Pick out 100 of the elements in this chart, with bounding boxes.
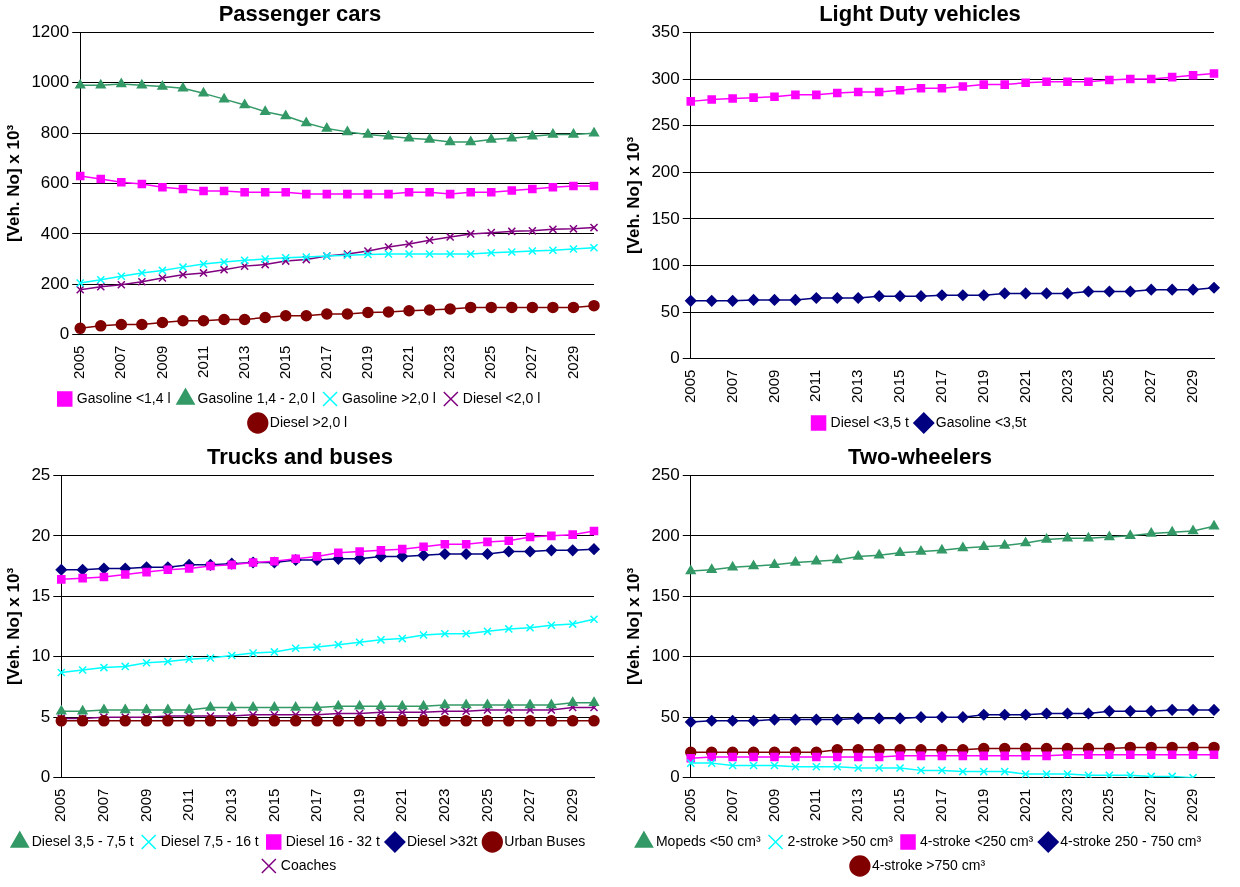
x-tick-label: 2027 <box>522 345 540 380</box>
y-tick-label: 350 <box>651 22 680 42</box>
y-tick-label: 0 <box>40 767 51 787</box>
y-axis-title: [Veh. No] x 10³ <box>3 124 23 243</box>
x-tick-label: 2013 <box>848 369 866 404</box>
x-tick-label: 2029 <box>562 788 580 823</box>
x-tick-label: 2025 <box>1099 788 1117 823</box>
x-tick-label: 2017 <box>307 788 325 823</box>
y-tick-label: 1200 <box>31 22 70 42</box>
x-tick-label: 2017 <box>932 788 950 823</box>
x-tick-label: 2009 <box>764 788 782 823</box>
y-tick-label: 50 <box>660 301 680 321</box>
x-tick-label: 2027 <box>1141 369 1159 404</box>
y-tick-label: 25 <box>31 465 51 485</box>
legend-label: Gasoline <3,5t <box>935 413 1027 430</box>
x-tick-label: 2009 <box>136 788 154 823</box>
legend-label: Diesel <2,0 l <box>462 389 541 406</box>
y-tick-label: 0 <box>59 324 70 344</box>
x-tick-label: 2005 <box>51 788 69 823</box>
chart-title: Light Duty vehicles <box>819 1 1021 27</box>
y-tick-label: 300 <box>651 68 680 88</box>
y-tick-label: 600 <box>40 173 70 193</box>
legend-label: Diesel 3,5 - 7,5 t <box>31 832 134 849</box>
x-tick-label: 2023 <box>1057 788 1075 823</box>
y-tick-label: 100 <box>651 255 680 275</box>
legend-label: Diesel 16 - 32 t <box>285 832 380 849</box>
y-tick-label: 150 <box>651 585 680 605</box>
chart-title: Two-wheelers <box>848 444 992 470</box>
legend-label: Diesel >2,0 l <box>269 413 348 430</box>
legend-label: Gasoline 1,4 - 2,0 l <box>197 389 316 406</box>
y-tick-label: 100 <box>651 646 680 666</box>
x-tick-label: 2007 <box>722 369 740 404</box>
x-tick-label: 2005 <box>70 345 88 380</box>
x-tick-label: 2005 <box>680 369 698 404</box>
y-axis-title: [Veh. No] x 10³ <box>3 567 23 686</box>
legend-label: 4-stroke 250 - 750 cm³ <box>1060 832 1202 849</box>
legend-label: Diesel <3,5 t <box>830 413 909 430</box>
x-tick-label: 2011 <box>806 788 824 821</box>
x-tick-label: 2013 <box>234 345 252 380</box>
x-tick-label: 2025 <box>477 788 495 823</box>
x-tick-label: 2029 <box>563 345 581 380</box>
y-tick-label: 250 <box>651 115 680 135</box>
x-tick-label: 2023 <box>440 345 458 380</box>
x-tick-label: 2027 <box>1141 788 1159 823</box>
legend-label: Diesel >32t <box>406 832 478 849</box>
x-tick-label: 2013 <box>221 788 239 823</box>
x-tick-label: 2021 <box>399 345 417 380</box>
legend-label: Gasoline >2,0 l <box>342 389 436 406</box>
x-tick-label: 2025 <box>481 345 499 380</box>
legend-label: 4-stroke >750 cm³ <box>871 856 986 873</box>
x-tick-label: 2015 <box>890 369 908 404</box>
x-tick-label: 2011 <box>179 788 197 821</box>
legend-label: 2-stroke >50 cm³ <box>787 832 894 849</box>
y-tick-label: 200 <box>651 525 680 545</box>
x-tick-label: 2025 <box>1099 369 1117 404</box>
legend-label: Diesel 7,5 - 16 t <box>160 832 259 849</box>
y-tick-label: 150 <box>651 208 680 228</box>
x-tick-label: 2019 <box>973 788 991 823</box>
y-tick-label: 15 <box>31 585 51 605</box>
y-tick-label: 400 <box>40 223 70 243</box>
y-tick-label: 50 <box>660 706 680 726</box>
y-tick-label: 0 <box>670 767 680 787</box>
x-tick-label: 2019 <box>349 788 367 823</box>
x-tick-label: 2019 <box>358 345 376 380</box>
y-tick-label: 200 <box>651 161 680 181</box>
y-tick-label: 1000 <box>31 72 70 92</box>
y-tick-label: 250 <box>651 465 680 485</box>
legend-label: Urban Buses <box>504 832 586 849</box>
x-tick-label: 2013 <box>848 788 866 823</box>
x-tick-label: 2009 <box>764 369 782 404</box>
legend-label: Mopeds <50 cm³ <box>655 832 761 849</box>
x-tick-label: 2017 <box>932 369 950 404</box>
legend-label: 4-stroke <250 cm³ <box>920 832 1034 849</box>
x-tick-label: 2007 <box>722 788 740 823</box>
x-tick-label: 2015 <box>275 345 293 380</box>
x-tick-label: 2019 <box>973 369 991 404</box>
x-tick-label: 2015 <box>264 788 282 823</box>
y-tick-label: 20 <box>31 525 51 545</box>
y-tick-label: 0 <box>670 348 680 368</box>
x-tick-label: 2011 <box>193 345 211 378</box>
y-tick-label: 200 <box>40 273 70 293</box>
x-tick-label: 2015 <box>890 788 908 823</box>
y-tick-label: 5 <box>40 706 51 726</box>
x-tick-label: 2017 <box>316 345 334 380</box>
x-tick-label: 2029 <box>1183 369 1201 404</box>
x-tick-label: 2007 <box>94 788 112 823</box>
x-tick-label: 2011 <box>806 369 824 402</box>
x-tick-label: 2005 <box>680 788 698 823</box>
x-tick-label: 2023 <box>434 788 452 823</box>
chart-title: Passenger cars <box>218 1 382 27</box>
chart-title: Trucks and buses <box>207 444 393 470</box>
x-tick-label: 2007 <box>111 345 129 380</box>
x-tick-label: 2021 <box>1015 369 1033 404</box>
legend-label: Gasoline <1,4 l <box>76 389 171 406</box>
y-tick-label: 10 <box>31 646 51 666</box>
x-tick-label: 2021 <box>1015 788 1033 823</box>
y-tick-label: 800 <box>40 122 70 142</box>
y-axis-title: [Veh. No] x 10³ <box>623 567 643 686</box>
y-axis-title: [Veh. No] x 10³ <box>623 136 643 255</box>
legend-label: Coaches <box>280 856 337 873</box>
